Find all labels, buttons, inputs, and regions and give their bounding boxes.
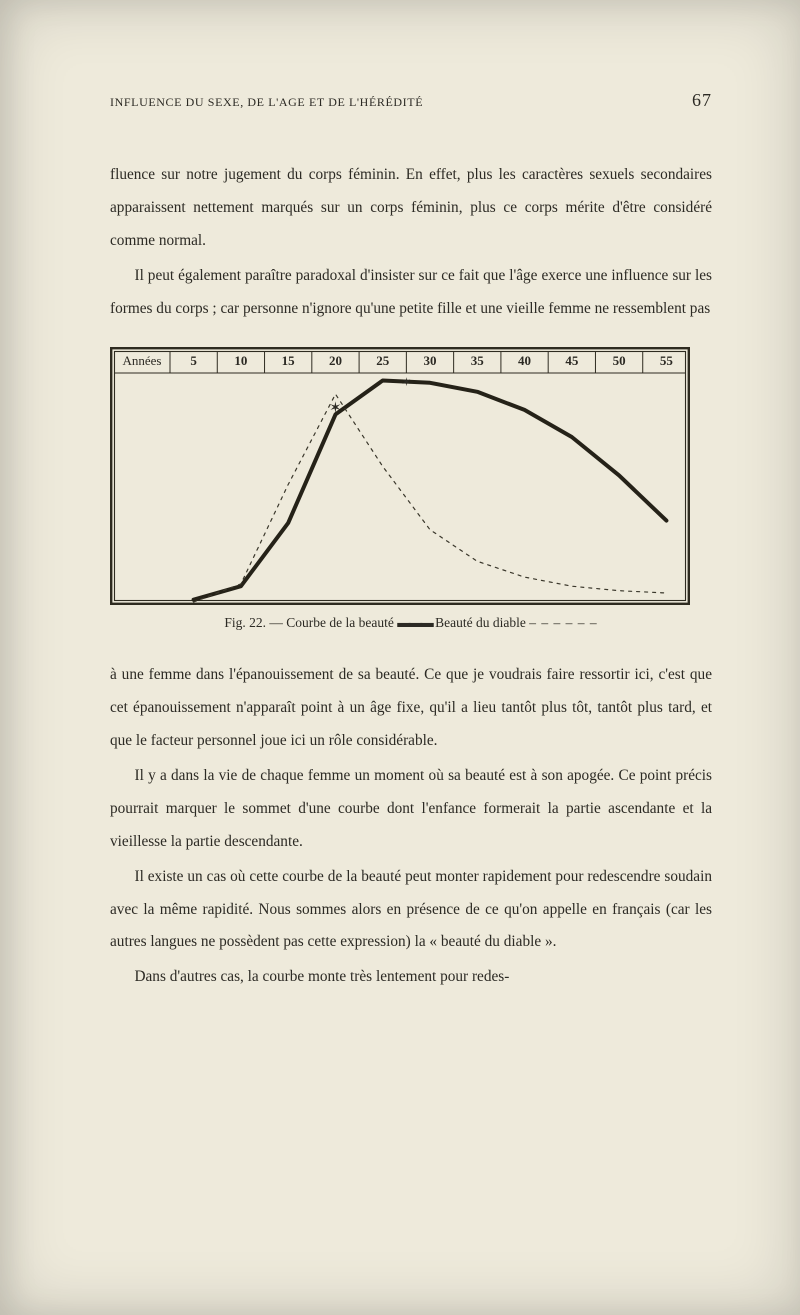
svg-text:35: 35: [471, 353, 485, 368]
svg-text:40: 40: [518, 353, 531, 368]
legend-solid-icon: ▬▬▬: [397, 615, 432, 630]
figure-caption: Fig. 22. — Courbe de la beauté ▬▬▬ Beaut…: [110, 615, 712, 631]
legend-dashed-icon: – – – – – –: [529, 615, 597, 630]
chart-figure: Années 5 10 15 20 25 30 35 40 45 50 55 ✶ ✶: [110, 347, 712, 605]
chart-svg: Années 5 10 15 20 25 30 35 40 45 50 55 ✶ ✶: [110, 347, 690, 605]
body-text-lower: à une femme dans l'épanouissement de sa …: [110, 659, 712, 994]
svg-text:30: 30: [424, 353, 437, 368]
paragraph-2: Il peut également paraître paradoxal d'i…: [110, 260, 712, 326]
svg-text:20: 20: [329, 353, 342, 368]
caption-prefix: Fig. 22. — Courbe de la beauté: [224, 615, 397, 630]
svg-text:45: 45: [565, 353, 579, 368]
paragraph-1: fluence sur notre jugement du corps fémi…: [110, 159, 712, 258]
svg-text:10: 10: [234, 353, 247, 368]
svg-text:25: 25: [376, 353, 390, 368]
svg-text:✶: ✶: [401, 375, 411, 389]
paragraph-6: Dans d'autres cas, la courbe monte très …: [110, 961, 712, 994]
svg-text:5: 5: [190, 353, 197, 368]
paragraph-3: à une femme dans l'épanouissement de sa …: [110, 659, 712, 758]
body-text: fluence sur notre jugement du corps fémi…: [110, 159, 712, 325]
svg-text:✶: ✶: [329, 401, 342, 417]
svg-text:50: 50: [613, 353, 626, 368]
svg-text:Années: Années: [123, 353, 162, 368]
running-title: INFLUENCE DU SEXE, DE L'AGE ET DE L'HÉRÉ…: [110, 95, 423, 110]
page-number: 67: [692, 90, 712, 111]
caption-mid: Beauté du diable: [435, 615, 529, 630]
paragraph-5: Il existe un cas où cette courbe de la b…: [110, 861, 712, 960]
running-head: INFLUENCE DU SEXE, DE L'AGE ET DE L'HÉRÉ…: [110, 90, 712, 111]
paragraph-4: Il y a dans la vie de chaque femme un mo…: [110, 760, 712, 859]
svg-text:15: 15: [282, 353, 296, 368]
svg-text:55: 55: [660, 353, 674, 368]
